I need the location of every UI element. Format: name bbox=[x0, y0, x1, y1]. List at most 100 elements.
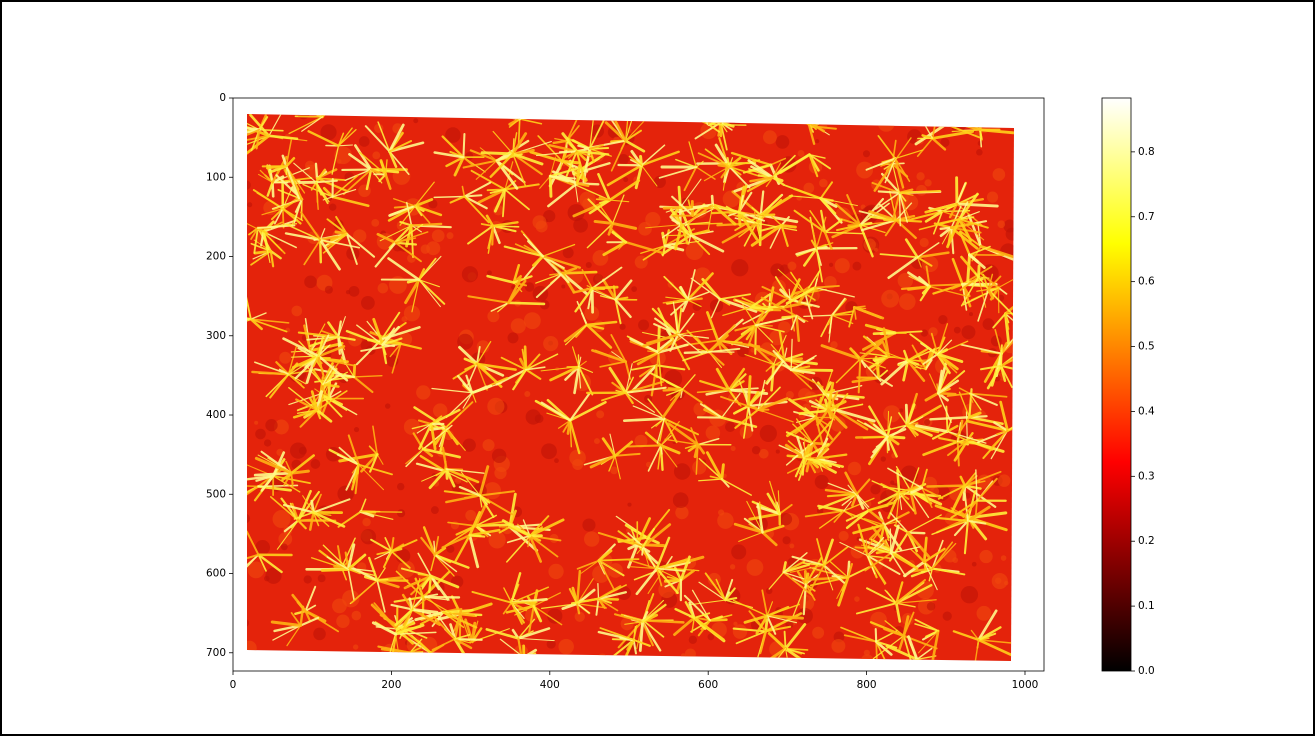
texture-leaf bbox=[773, 334, 787, 365]
texture-leaf bbox=[533, 605, 563, 626]
texture-leaf bbox=[260, 474, 275, 492]
texture-leaf bbox=[250, 227, 259, 240]
texture-speck bbox=[507, 332, 519, 344]
texture-leaf bbox=[630, 364, 658, 393]
texture-leaf bbox=[575, 569, 582, 605]
texture-leaf bbox=[281, 154, 288, 168]
texture-speck bbox=[280, 543, 288, 551]
texture-speck bbox=[532, 215, 547, 230]
texture-leaf bbox=[958, 391, 971, 418]
texture-leaf bbox=[929, 416, 971, 421]
texture-leaf bbox=[449, 623, 457, 641]
texture-leaf bbox=[936, 391, 957, 396]
texture-leaf bbox=[433, 553, 470, 569]
texture-leaf bbox=[441, 534, 471, 549]
texture-speck bbox=[610, 466, 618, 475]
texture-speck bbox=[815, 139, 820, 144]
texture-leaf bbox=[759, 190, 765, 217]
texture-leaf bbox=[898, 492, 903, 511]
texture-leaf bbox=[936, 336, 946, 356]
texture-leaf bbox=[285, 165, 300, 200]
texture-leaf bbox=[782, 563, 811, 574]
texture-leaf bbox=[613, 440, 634, 458]
texture-leaf bbox=[898, 412, 908, 426]
texture-leaf bbox=[874, 192, 901, 210]
texture-leaf bbox=[658, 166, 698, 179]
texture-leaf bbox=[924, 202, 959, 214]
texture-leaf bbox=[469, 149, 498, 162]
texture-leaf bbox=[780, 223, 797, 229]
texture-leaf bbox=[399, 220, 413, 227]
texture-leaf bbox=[757, 408, 794, 423]
texture-leaf bbox=[935, 516, 969, 522]
texture-leaf bbox=[845, 509, 871, 530]
texture-leaf bbox=[820, 344, 862, 361]
texture-leaf bbox=[624, 380, 664, 394]
texture-leaf bbox=[749, 306, 774, 311]
texture-leaf bbox=[575, 182, 590, 188]
texture-leaf bbox=[319, 393, 343, 418]
texture-leaf bbox=[840, 576, 849, 591]
texture-leaf bbox=[374, 550, 393, 560]
texture-leaf bbox=[689, 234, 711, 256]
texture-leaf bbox=[647, 444, 662, 472]
texture-leaf bbox=[317, 335, 325, 358]
texture-speck bbox=[524, 391, 531, 398]
texture-speck bbox=[831, 638, 846, 653]
texture-leaf bbox=[960, 343, 1003, 355]
texture-speck bbox=[798, 594, 815, 611]
texture-leaf bbox=[391, 342, 402, 374]
texture-speck bbox=[353, 427, 360, 433]
texture-leaf bbox=[297, 331, 340, 339]
texture-leaf bbox=[304, 609, 311, 622]
texture-leaf bbox=[845, 509, 870, 522]
texture-leaf bbox=[610, 139, 627, 172]
texture-leaf bbox=[461, 185, 466, 198]
texture-leaf bbox=[525, 353, 541, 371]
texture-leaf bbox=[743, 405, 750, 439]
texture-leaf bbox=[322, 544, 349, 571]
texture-leaf bbox=[247, 125, 261, 132]
texture-leaf bbox=[674, 607, 696, 620]
texture-leaf bbox=[475, 160, 498, 180]
texture-leaf bbox=[597, 549, 613, 562]
texture-leaf bbox=[394, 631, 437, 635]
texture-leaf bbox=[290, 612, 302, 627]
texture-leaf bbox=[857, 357, 862, 394]
texture-leaf bbox=[877, 190, 901, 194]
texture-leaf bbox=[895, 466, 912, 492]
texture-leaf bbox=[879, 253, 919, 259]
texture-leaf bbox=[382, 550, 393, 568]
y-tick-label: 200 bbox=[206, 251, 226, 263]
texture-speck bbox=[739, 425, 753, 439]
texture-leaf bbox=[347, 556, 362, 571]
texture-leaf bbox=[428, 574, 433, 594]
texture-leaf bbox=[642, 333, 680, 348]
texture-leaf bbox=[453, 637, 474, 661]
texture-speck bbox=[638, 319, 650, 331]
texture-leaf bbox=[877, 491, 901, 505]
texture-speck bbox=[968, 312, 973, 317]
texture-leaf bbox=[577, 144, 591, 150]
texture-leaf bbox=[622, 417, 666, 423]
texture-leaf bbox=[875, 640, 890, 661]
texture-leaf bbox=[966, 505, 991, 523]
texture-leaf bbox=[814, 284, 840, 289]
texture-leaf bbox=[977, 264, 981, 279]
texture-leaf bbox=[614, 455, 621, 480]
texture-leaf bbox=[761, 524, 785, 534]
texture-leaf bbox=[312, 511, 320, 527]
texture-leaf bbox=[834, 408, 869, 431]
texture-speck bbox=[342, 589, 360, 608]
texture-leaf bbox=[909, 333, 939, 356]
texture-leaf bbox=[413, 204, 443, 217]
texture-leaf bbox=[766, 605, 790, 618]
texture-speck bbox=[358, 136, 370, 147]
texture-leaf bbox=[866, 554, 891, 559]
texture-leaf bbox=[697, 152, 731, 168]
texture-leaf bbox=[826, 408, 848, 429]
texture-leaf bbox=[380, 647, 412, 654]
texture-leaf bbox=[368, 445, 379, 456]
texture-leaf bbox=[728, 165, 751, 189]
texture-leaf bbox=[388, 141, 425, 153]
